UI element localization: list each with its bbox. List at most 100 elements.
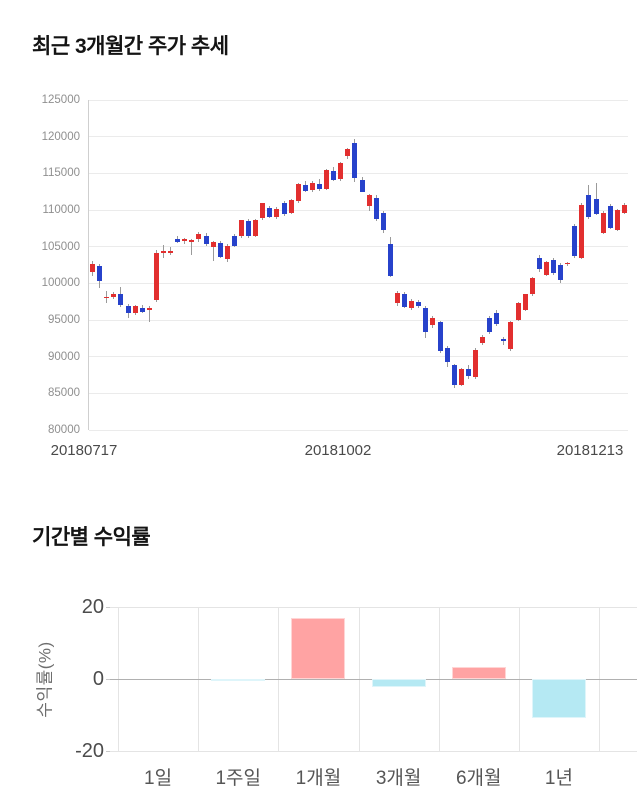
candle-down xyxy=(451,365,457,385)
candle-up xyxy=(309,182,315,191)
candle-up xyxy=(153,252,159,301)
returns-category-label: 1일 xyxy=(144,768,173,789)
candle-wick xyxy=(595,182,597,216)
candle-down xyxy=(607,206,613,228)
candle-down xyxy=(416,302,422,307)
candle-up xyxy=(579,204,585,258)
returns-chart-title: 기간별 수익률 xyxy=(32,526,151,549)
price-y-tick-label: 125000 xyxy=(41,94,80,106)
candle-up xyxy=(409,300,415,308)
price-x-tick-end-date: 20181213 xyxy=(556,442,624,459)
returns-category-label: 3개월 xyxy=(375,768,422,789)
price-x-tick-start-date: 20180717 xyxy=(50,442,118,459)
candle-down xyxy=(586,194,592,218)
returns-category-label: 6개월 xyxy=(455,768,502,789)
candle-up xyxy=(529,278,535,294)
candle-down xyxy=(487,317,493,333)
candle-down xyxy=(572,226,578,257)
candle-down xyxy=(387,244,393,276)
returns-grid-line xyxy=(110,606,637,608)
candle-up xyxy=(515,303,521,320)
candle-wick xyxy=(503,336,505,345)
candle-up xyxy=(182,238,188,241)
candle-down xyxy=(139,307,145,312)
price-grid-line xyxy=(89,246,628,248)
returns-bar-positive xyxy=(291,617,346,679)
candle-up xyxy=(238,220,244,237)
candle-wick xyxy=(212,240,214,261)
candle-down xyxy=(437,322,443,351)
candle-down xyxy=(118,293,124,306)
candle-up xyxy=(600,212,606,233)
returns-y-tick-label: -20 xyxy=(75,740,104,762)
price-grid-line xyxy=(89,319,628,321)
candle-up xyxy=(522,294,528,310)
price-y-tick-label: 110000 xyxy=(42,204,80,216)
returns-bar-negative xyxy=(531,679,586,718)
candle-down xyxy=(373,197,379,219)
candle-wick xyxy=(191,238,193,255)
candle-down xyxy=(267,207,273,218)
candle-down xyxy=(97,266,103,282)
candle-up xyxy=(253,219,259,236)
candle-up xyxy=(90,264,96,273)
candle-up xyxy=(168,251,174,253)
candle-wick xyxy=(184,237,186,245)
candle-up xyxy=(146,307,152,311)
candle-up xyxy=(132,306,138,313)
price-candlestick-plot-area xyxy=(88,99,628,431)
price-y-tick-label: 90000 xyxy=(48,350,80,363)
returns-bar-positive xyxy=(451,667,506,679)
candle-down xyxy=(125,306,131,314)
price-x-tick-mid-date: 20181002 xyxy=(304,442,372,459)
candle-down xyxy=(501,339,507,341)
price-y-tick-label: 85000 xyxy=(48,387,80,400)
returns-bar-negative xyxy=(371,679,426,687)
candle-up xyxy=(345,149,351,157)
candle-down xyxy=(231,235,237,246)
candle-down xyxy=(217,243,223,257)
price-grid-line xyxy=(89,392,628,394)
candle-up xyxy=(260,203,266,219)
price-grid-line xyxy=(89,209,628,211)
candle-up xyxy=(543,262,549,275)
candle-up xyxy=(104,296,110,299)
candle-up xyxy=(565,262,571,265)
candle-up xyxy=(189,240,195,242)
candle-down xyxy=(551,259,557,274)
returns-category-label: 1년 xyxy=(544,768,573,789)
candle-down xyxy=(203,235,209,245)
candle-down xyxy=(593,199,599,214)
candle-up xyxy=(458,369,464,385)
candle-down xyxy=(246,221,252,237)
price-y-tick-label: 105000 xyxy=(41,240,80,253)
candle-up xyxy=(508,322,514,350)
returns-grid-line xyxy=(110,750,637,752)
candle-up xyxy=(196,234,202,240)
candle-down xyxy=(465,369,471,377)
candle-down xyxy=(281,203,287,215)
price-y-tick-label: 120000 xyxy=(41,130,80,143)
candle-up xyxy=(295,184,301,202)
candle-up xyxy=(274,208,280,217)
candle-up xyxy=(366,195,372,207)
price-y-tick-label: 95000 xyxy=(48,314,80,326)
candle-down xyxy=(380,212,386,230)
price-y-tick-label: 100000 xyxy=(41,277,80,290)
candle-down xyxy=(536,257,542,270)
returns-y-tick-label: 20 xyxy=(81,596,104,618)
candle-down xyxy=(316,183,322,189)
returns-bar-plot-area xyxy=(110,606,637,752)
candle-down xyxy=(352,143,358,178)
price-chart-title: 최근 3개월간 주가 추세 xyxy=(32,35,229,58)
returns-category-label: 1주일 xyxy=(215,768,262,789)
price-grid-line xyxy=(89,172,628,174)
candle-up xyxy=(621,204,627,213)
returns-y-tick-label: 0 xyxy=(92,668,104,690)
price-grid-line xyxy=(89,429,628,431)
candle-wick xyxy=(170,246,172,256)
candle-up xyxy=(288,200,294,213)
candle-down xyxy=(558,265,564,280)
candle-down xyxy=(302,185,308,191)
